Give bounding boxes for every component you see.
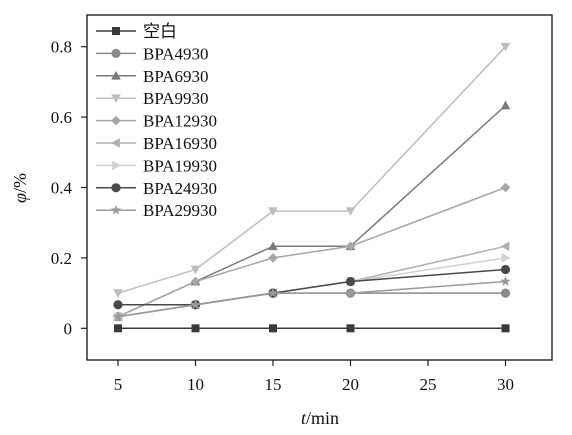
legend-item: 空白: [96, 22, 177, 41]
data-point: [269, 324, 277, 333]
y-axis-ticks: 0 0.2 0.4 0.6 0.8: [51, 38, 87, 338]
data-point: [501, 253, 511, 263]
legend-item: BPA12930: [96, 112, 217, 131]
data-point: [114, 324, 122, 333]
series-6: [113, 241, 510, 322]
data-point: [112, 311, 124, 322]
legend-item: BPA16930: [96, 134, 217, 153]
y-axis-unit: /%: [10, 173, 30, 193]
legend-label: BPA19930: [143, 156, 217, 175]
series-layer: [112, 42, 511, 333]
legend-label: BPA16930: [143, 134, 217, 153]
y-tick-label: 0.6: [51, 108, 72, 127]
legend-item: BPA6930: [96, 67, 209, 86]
data-point: [190, 299, 201, 310]
y-tick-label: 0.4: [51, 179, 73, 198]
legend-marker: [111, 71, 121, 80]
data-point: [500, 275, 511, 286]
legend-marker: [111, 138, 120, 148]
x-tick-label: 30: [497, 375, 514, 394]
data-point: [113, 300, 123, 310]
data-point: [268, 207, 278, 216]
data-point: [345, 207, 356, 216]
legend-item: BPA4930: [96, 44, 209, 63]
x-tick-label: 5: [114, 375, 123, 394]
legend-label: 空白: [143, 22, 177, 41]
data-point: [267, 287, 279, 298]
data-point: [500, 288, 511, 298]
legend-item: BPA19930: [96, 156, 217, 175]
legend-label: BPA12930: [143, 112, 217, 131]
legend-marker: [111, 94, 121, 103]
y-axis-title: φ/%: [10, 173, 30, 203]
y-axis-variable: φ: [10, 193, 30, 203]
data-point: [345, 287, 356, 298]
legend-marker: [111, 115, 121, 126]
data-point: [500, 42, 511, 52]
legend-item: BPA29930: [96, 201, 217, 220]
legend-label: BPA24930: [143, 179, 217, 198]
legend-item: BPA24930: [96, 179, 217, 198]
y-tick-label: 0.2: [51, 249, 72, 268]
series-1: [114, 324, 510, 333]
legend-item: BPA9930: [96, 89, 209, 108]
x-tick-label: 10: [187, 375, 204, 394]
legend-marker: [110, 204, 122, 215]
data-point: [190, 276, 201, 287]
data-point: [500, 100, 511, 110]
data-point: [113, 289, 123, 298]
legend-marker: [111, 183, 121, 193]
data-point: [501, 324, 510, 333]
series-9: [112, 275, 511, 322]
y-tick-label: 0: [64, 319, 73, 338]
x-axis-title: t/min: [301, 408, 339, 428]
series-4: [113, 42, 511, 298]
legend-label: BPA4930: [143, 44, 209, 63]
data-point: [268, 241, 278, 251]
data-point: [190, 265, 201, 275]
x-tick-label: 25: [420, 375, 437, 394]
legend-label: BPA6930: [143, 67, 209, 86]
legend: 空白 BPA4930 BPA6930 BPA9930 BPA12930 BPA16930 B…: [96, 22, 217, 220]
data-point: [500, 182, 511, 193]
x-axis-variable: t: [301, 408, 307, 428]
data-point: [345, 241, 356, 252]
legend-marker: [112, 160, 121, 171]
x-axis-ticks: 5 10 15 20 25 30: [114, 360, 514, 394]
legend-label: BPA9930: [143, 89, 209, 108]
data-point: [500, 264, 511, 275]
data-point: [268, 253, 278, 263]
data-point: [345, 276, 356, 287]
series-8: [113, 264, 511, 310]
series-line: [117, 245, 506, 318]
legend-label: BPA29930: [143, 201, 217, 220]
data-point: [500, 241, 510, 252]
data-point: [346, 324, 355, 333]
x-tick-label: 20: [342, 375, 359, 394]
x-axis-unit: /min: [306, 408, 339, 428]
x-tick-label: 15: [265, 375, 282, 394]
legend-marker: [112, 27, 120, 35]
data-point: [191, 324, 200, 333]
y-tick-label: 0.8: [51, 38, 72, 57]
legend-marker: [111, 48, 121, 59]
